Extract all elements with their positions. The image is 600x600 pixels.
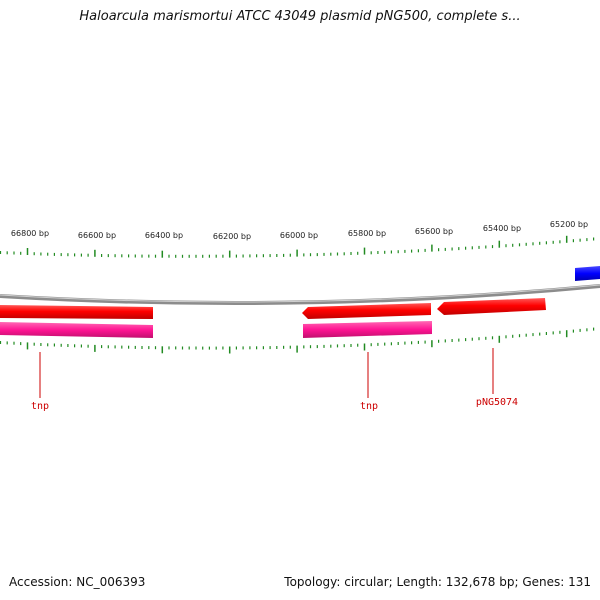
outer-scale-ticks: [0, 235, 595, 258]
scale-labels: 66800 bp 66600 bp 66400 bp 66200 bp 6600…: [11, 220, 588, 241]
plasmid-backbone-highlight: [0, 284, 600, 303]
scale-label: 66200 bp: [213, 232, 251, 241]
scale-label: 65800 bp: [348, 229, 386, 238]
gene-label-tnp[interactable]: tnp: [31, 401, 49, 412]
feature-blue[interactable]: [575, 266, 600, 281]
inner-scale-ticks: [0, 327, 595, 354]
map-title: Haloarcula marismortui ATCC 43049 plasmi…: [79, 9, 521, 24]
scale-label: 65400 bp: [483, 224, 521, 233]
gene-label-tnp[interactable]: tnp: [360, 401, 378, 412]
summary-text: Topology: circular; Length: 132,678 bp; …: [284, 575, 591, 589]
gene-arrow-pNG5074[interactable]: [437, 298, 546, 315]
scale-label: 66000 bp: [280, 231, 318, 240]
cds-bar-right[interactable]: [303, 321, 432, 338]
gene-label-pNG5074[interactable]: pNG5074: [476, 397, 518, 408]
scale-label: 66400 bp: [145, 231, 183, 240]
gene-arrow-tnp-left[interactable]: [0, 305, 153, 319]
scale-label: 65200 bp: [550, 220, 588, 229]
scale-label: 66600 bp: [78, 231, 116, 240]
gene-arrow-tnp-right[interactable]: [302, 303, 431, 319]
scale-label: 66800 bp: [11, 229, 49, 238]
accession-text: Accession: NC_006393: [9, 575, 146, 589]
scale-label: 65600 bp: [415, 227, 453, 236]
plasmid-backbone: [0, 284, 600, 306]
cds-bar-left[interactable]: [0, 322, 153, 338]
